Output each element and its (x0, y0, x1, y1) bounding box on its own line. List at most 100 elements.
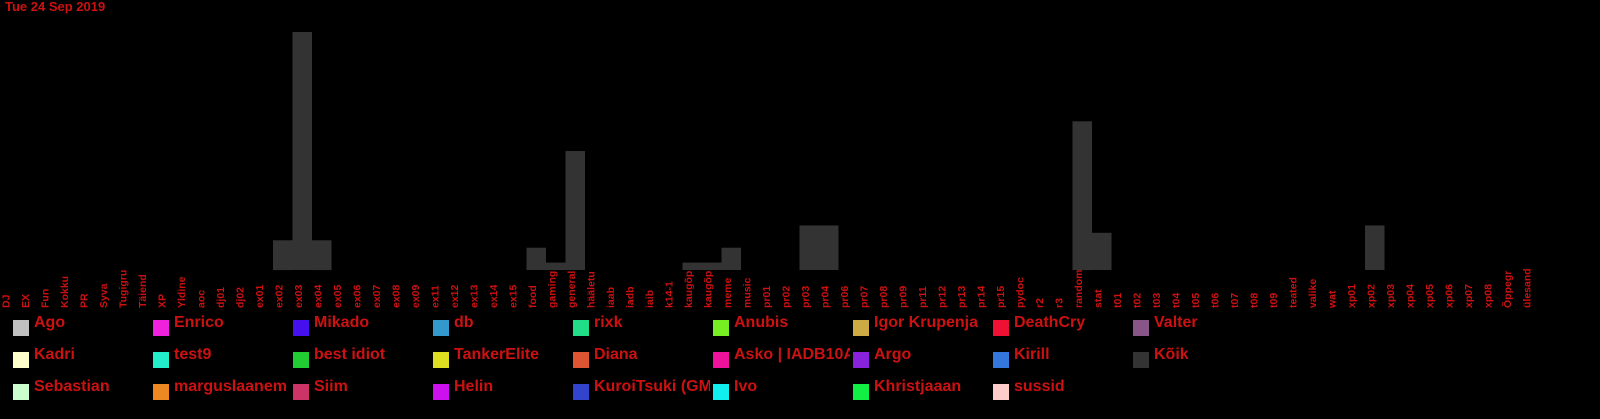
bar-random-0 (1072, 121, 1092, 271)
category-label: aoc (196, 290, 208, 308)
legend-swatch (713, 320, 729, 336)
category-label: ex02 (274, 284, 286, 308)
legend-label: Kirill (1014, 346, 1050, 363)
legend-label: Kadri (34, 346, 75, 363)
category-label: ex09 (410, 284, 422, 308)
legend-swatch (1133, 352, 1149, 368)
legend-swatch (993, 320, 1009, 336)
legend-swatch (433, 352, 449, 368)
bar-general-0 (565, 151, 585, 270)
category-label: kaugõp (703, 271, 715, 308)
legend-label: Anubis (734, 314, 789, 331)
category-label: Täiend (137, 274, 149, 308)
legend-label: Khristjaaan (874, 378, 962, 395)
category-label: xp06 (1444, 284, 1456, 308)
bar-ex03-0 (292, 32, 312, 270)
bar-stat-0 (1092, 232, 1112, 270)
category-label: Kokku (59, 276, 71, 308)
legend-swatch (13, 384, 29, 400)
category-label: pr04 (820, 286, 832, 308)
legend-swatch (573, 320, 589, 336)
bar-xp02-0 (1365, 225, 1385, 270)
bar-food-0 (526, 247, 546, 270)
category-label: iaib (644, 290, 656, 308)
legend-swatch (293, 320, 309, 336)
legend-swatch (13, 352, 29, 368)
category-label: ex05 (332, 284, 344, 308)
legend-label: Ago (34, 314, 66, 331)
bars-group (273, 32, 1385, 271)
legend-label: Diana (594, 346, 638, 363)
category-label: dj02 (235, 287, 247, 308)
category-label: ex14 (488, 284, 500, 308)
category-label: XP (157, 294, 169, 308)
legend-swatch (433, 384, 449, 400)
bar-kaugõp-0 (702, 262, 722, 270)
category-label: pr01 (761, 286, 773, 308)
category-label: t06 (1210, 293, 1222, 308)
category-label: ex11 (430, 285, 442, 308)
category-label: ex03 (293, 284, 305, 308)
legend-swatch (993, 352, 1009, 368)
bar-pr04-0 (819, 225, 839, 270)
category-label: ex15 (508, 284, 520, 308)
bar-meme-0 (721, 247, 741, 270)
legend-label: KuroiTsuki (GM (594, 378, 710, 395)
bar-ex02-0 (273, 240, 293, 271)
category-label: kaugõp (683, 271, 695, 308)
category-label: t03 (1151, 293, 1163, 308)
legend-label: db (454, 314, 474, 331)
category-label: pr09 (898, 286, 910, 308)
category-label: music (742, 277, 754, 308)
category-label: t04 (1171, 293, 1183, 308)
legend-label: Argo (874, 346, 912, 363)
category-label: ex01 (254, 284, 266, 308)
category-label: teated (1288, 277, 1300, 308)
legend-label: best idiot (314, 346, 386, 363)
category-label: ex12 (449, 284, 461, 308)
legend-label: marguslaanem (174, 378, 287, 395)
bar-kaugõp-0 (682, 262, 702, 270)
category-label: t07 (1229, 293, 1241, 308)
category-label: ex13 (469, 284, 481, 308)
legend-swatch (853, 320, 869, 336)
chart-date-title: Tue 24 Sep 2019 (5, 0, 106, 14)
category-label: PR (79, 293, 91, 308)
category-label: EX (20, 294, 32, 308)
category-label: t08 (1249, 293, 1261, 308)
bar-gaming-0 (546, 262, 566, 270)
category-labels-group: DJ EX Fun Kokku PR Syva Tugigru Täiend XP Yldine a… (1, 268, 1534, 309)
legend-label: Igor Krupenja (874, 314, 979, 331)
category-label: Tugigru (118, 270, 130, 308)
category-label: ex04 (313, 284, 325, 308)
legend-swatch (573, 352, 589, 368)
category-label: pr11 (917, 286, 929, 308)
bar-ex04-0 (312, 240, 332, 271)
category-label: pr15 (995, 286, 1007, 308)
bar-chart: DJ EX Fun Kokku PR Syva Tugigru Täiend XP Yldine a… (1, 32, 1534, 309)
bar-pr03-0 (799, 225, 819, 270)
category-label: general (566, 271, 578, 308)
category-label: xp04 (1405, 284, 1417, 308)
legend: Ago Enrico Mikado db rixk Anubis Igor Krupenja… (0, 314, 1600, 419)
legend-swatch (713, 352, 729, 368)
legend-label: sussid (1014, 378, 1065, 395)
legend-label: Kõik (1154, 346, 1189, 363)
category-label: pydoc (1015, 277, 1027, 308)
category-label: pr08 (878, 286, 890, 308)
category-label: Õppegr (1501, 271, 1514, 308)
category-label: Syva (98, 283, 110, 308)
legend-swatch (993, 384, 1009, 400)
category-label: ex07 (371, 284, 383, 308)
legend-swatch (13, 320, 29, 336)
category-label: ex08 (391, 284, 403, 308)
category-label: xp02 (1366, 284, 1378, 308)
legend-label: Mikado (314, 314, 370, 331)
category-label: k14-1 (664, 281, 676, 308)
legend-swatch (153, 352, 169, 368)
category-label: random (1073, 269, 1085, 308)
category-label: DJ (1, 294, 13, 308)
legend-swatch (853, 352, 869, 368)
category-label: r3 (1054, 298, 1066, 308)
legend-label: Sebastian (34, 378, 110, 395)
